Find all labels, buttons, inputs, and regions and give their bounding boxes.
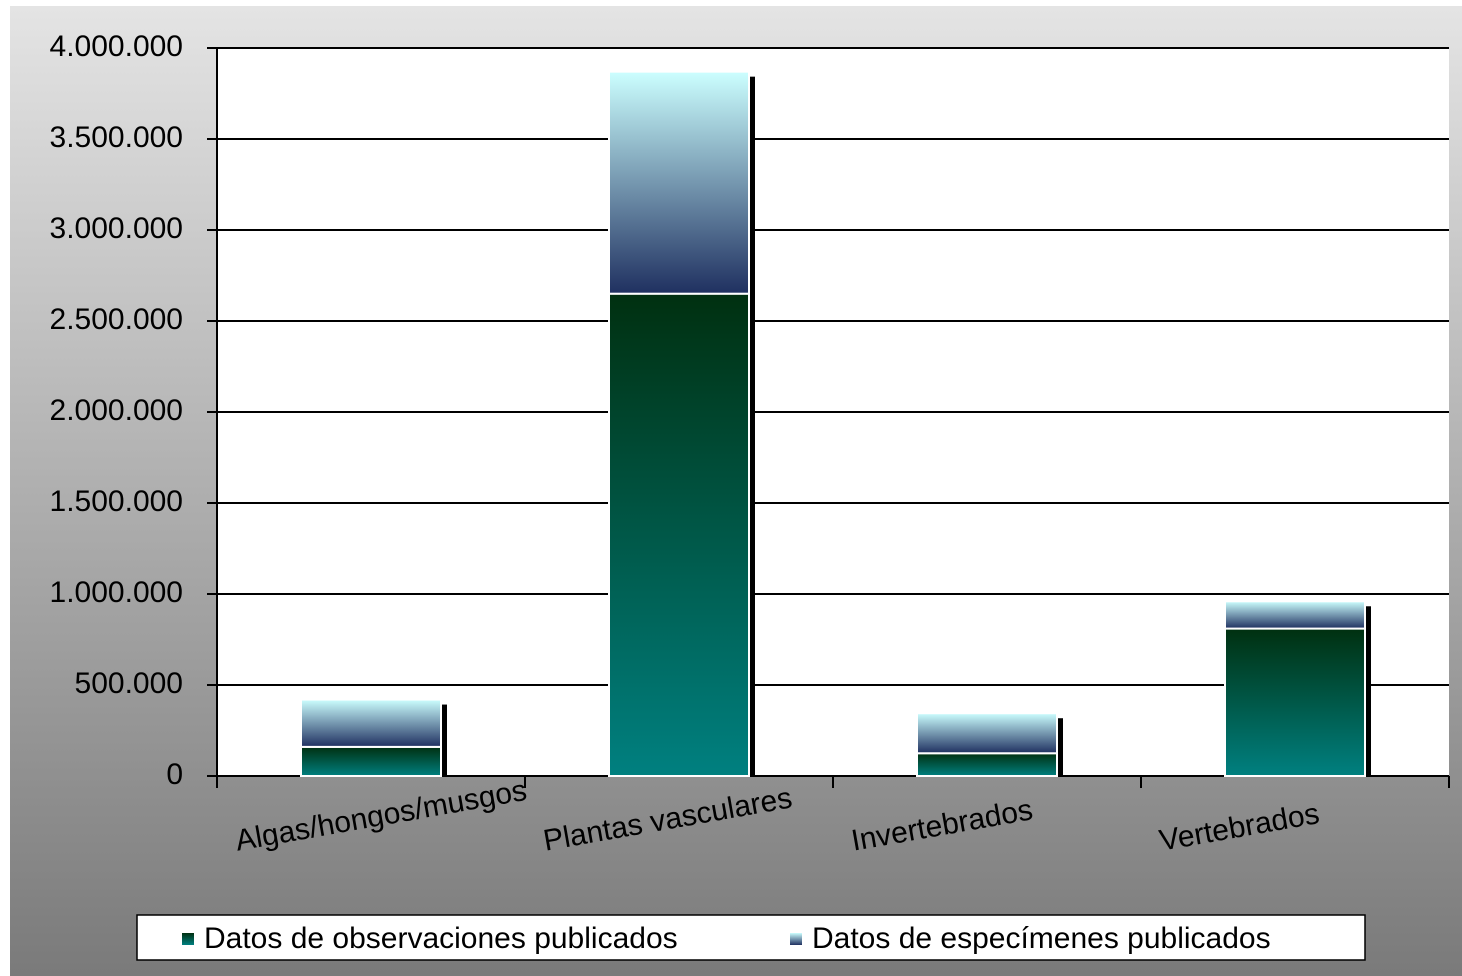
bar xyxy=(608,292,750,777)
bar xyxy=(1224,600,1366,630)
bar xyxy=(608,70,750,295)
bar xyxy=(916,752,1058,777)
bar xyxy=(1224,627,1366,778)
legend-label: Datos de especímenes publicados xyxy=(812,922,1271,955)
y-tick-label: 1.000.000 xyxy=(50,576,183,609)
y-tick-label: 3.500.000 xyxy=(50,121,183,154)
y-tick-label: 1.500.000 xyxy=(50,485,183,518)
bar-shadow xyxy=(1365,606,1371,776)
bar xyxy=(300,745,442,778)
bar-shadow xyxy=(749,76,755,776)
y-tick-label: 4.000.000 xyxy=(50,30,183,63)
y-tick-label: 2.500.000 xyxy=(50,303,183,336)
legend-label: Datos de observaciones publicados xyxy=(204,922,678,955)
bar xyxy=(916,712,1058,755)
bar xyxy=(300,698,442,748)
bar-shadow xyxy=(1057,718,1063,776)
legend-swatch xyxy=(182,933,194,945)
y-tick-label: 2.000.000 xyxy=(50,394,183,427)
y-tick-label: 0 xyxy=(166,758,183,791)
legend xyxy=(136,914,1366,961)
legend-swatch xyxy=(790,933,802,945)
y-tick-label: 3.000.000 xyxy=(50,212,183,245)
bar-shadow xyxy=(441,704,447,776)
y-tick-label: 500.000 xyxy=(75,667,183,700)
